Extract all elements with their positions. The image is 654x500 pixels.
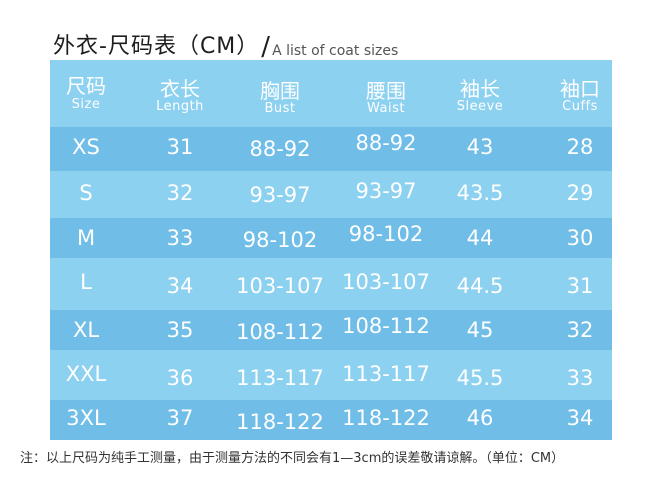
table-cell: 32 <box>566 318 594 342</box>
column-header-cn: 胸围 <box>260 79 300 103</box>
column-header-cuffs: 袖口 Cuffs <box>530 60 630 127</box>
column-header-en: Length <box>156 99 204 114</box>
table-cell: 33 <box>166 226 194 250</box>
table-cell: 88-92 <box>249 137 311 161</box>
table-cell: 103-107 <box>342 270 430 294</box>
table-cell: 36 <box>166 366 194 390</box>
table-row: 3XL 37 118-122 118-122 46 34 <box>50 400 612 440</box>
table-cell: 108-112 <box>342 314 430 338</box>
table-cell: XXL <box>65 362 107 386</box>
table-row: M 33 98-102 98-102 44 30 <box>50 218 612 258</box>
column-header-length: 衣长 Length <box>130 60 230 127</box>
column-header-bust: 胸围 Bust <box>230 60 330 127</box>
table-row: XS 31 88-92 88-92 43 28 <box>50 127 612 171</box>
table-cell: 113-117 <box>236 366 324 390</box>
table-cell: 43.5 <box>456 181 504 205</box>
title-main: 外衣-尺码表（CM） <box>53 34 260 59</box>
title-subtitle: A list of coat sizes <box>272 43 399 59</box>
column-header-size: 尺码 Size <box>36 60 136 127</box>
size-chart-table: 尺码 Size 衣长 Length 胸围 Bust 腰围 Waist 袖长 Sleeve 袖口 Cuf… <box>50 60 612 440</box>
table-cell: 34 <box>166 274 194 298</box>
table-cell: 93-97 <box>355 179 417 203</box>
table-cell: 3XL <box>66 406 106 430</box>
table-row: L 34 103-107 103-107 44.5 31 <box>50 258 612 310</box>
table-cell: 37 <box>166 406 194 430</box>
column-header-cn: 衣长 <box>160 77 200 101</box>
table-cell: XL <box>72 318 100 342</box>
table-cell: 113-117 <box>342 362 430 386</box>
measurement-note: 注：以上尺码为纯手工测量，由于测量方法的不同会有1—3cm的误差敬请谅解。（单位… <box>20 451 565 466</box>
column-header-en: Sleeve <box>456 99 504 114</box>
page-title: 外衣-尺码表（CM） / A list of coat sizes <box>53 28 398 62</box>
table-cell: 88-92 <box>355 131 417 155</box>
table-cell: 46 <box>466 406 494 430</box>
column-header-en: Bust <box>264 101 296 116</box>
table-cell: 118-122 <box>342 406 430 430</box>
column-header-en: Cuffs <box>562 99 598 114</box>
table-cell: 93-97 <box>249 183 311 207</box>
column-header-cn: 尺码 <box>66 74 106 98</box>
table-cell: 108-112 <box>236 320 324 344</box>
table-cell: L <box>80 270 92 294</box>
column-header-cn: 袖长 <box>460 77 500 101</box>
table-row: XL 35 108-112 108-112 45 32 <box>50 310 612 350</box>
table-cell: 33 <box>566 366 594 390</box>
column-header-cn: 袖口 <box>560 77 600 101</box>
table-cell: 31 <box>166 135 194 159</box>
table-cell: 44.5 <box>456 274 504 298</box>
table-cell: 45.5 <box>456 366 504 390</box>
table-cell: 45 <box>466 318 494 342</box>
table-cell: 30 <box>566 226 594 250</box>
column-header-en: Size <box>71 97 101 112</box>
table-cell: 43 <box>466 135 494 159</box>
table-cell: 98-102 <box>348 222 424 246</box>
title-slash: / <box>261 32 271 62</box>
table-row: S 32 93-97 93-97 43.5 29 <box>50 171 612 218</box>
table-cell: 34 <box>566 406 594 430</box>
table-cell: 28 <box>566 135 594 159</box>
table-cell: 35 <box>166 318 194 342</box>
table-header-row: 尺码 Size 衣长 Length 胸围 Bust 腰围 Waist 袖长 Sleeve 袖口 Cuf… <box>50 60 612 127</box>
table-cell: 32 <box>166 181 194 205</box>
table-row: XXL 36 113-117 113-117 45.5 33 <box>50 350 612 400</box>
column-header-sleeve: 袖长 Sleeve <box>430 60 530 127</box>
table-cell: 44 <box>466 226 494 250</box>
table-cell: M <box>76 226 96 250</box>
table-cell: XS <box>72 135 100 159</box>
table-cell: S <box>79 181 93 205</box>
table-cell: 98-102 <box>242 228 318 252</box>
table-cell: 31 <box>566 274 594 298</box>
table-cell: 29 <box>566 181 594 205</box>
table-cell: 103-107 <box>236 274 324 298</box>
column-header-waist: 腰围 Waist <box>336 60 436 127</box>
table-cell: 118-122 <box>236 410 324 434</box>
column-header-en: Waist <box>367 101 405 116</box>
column-header-cn: 腰围 <box>366 79 406 103</box>
